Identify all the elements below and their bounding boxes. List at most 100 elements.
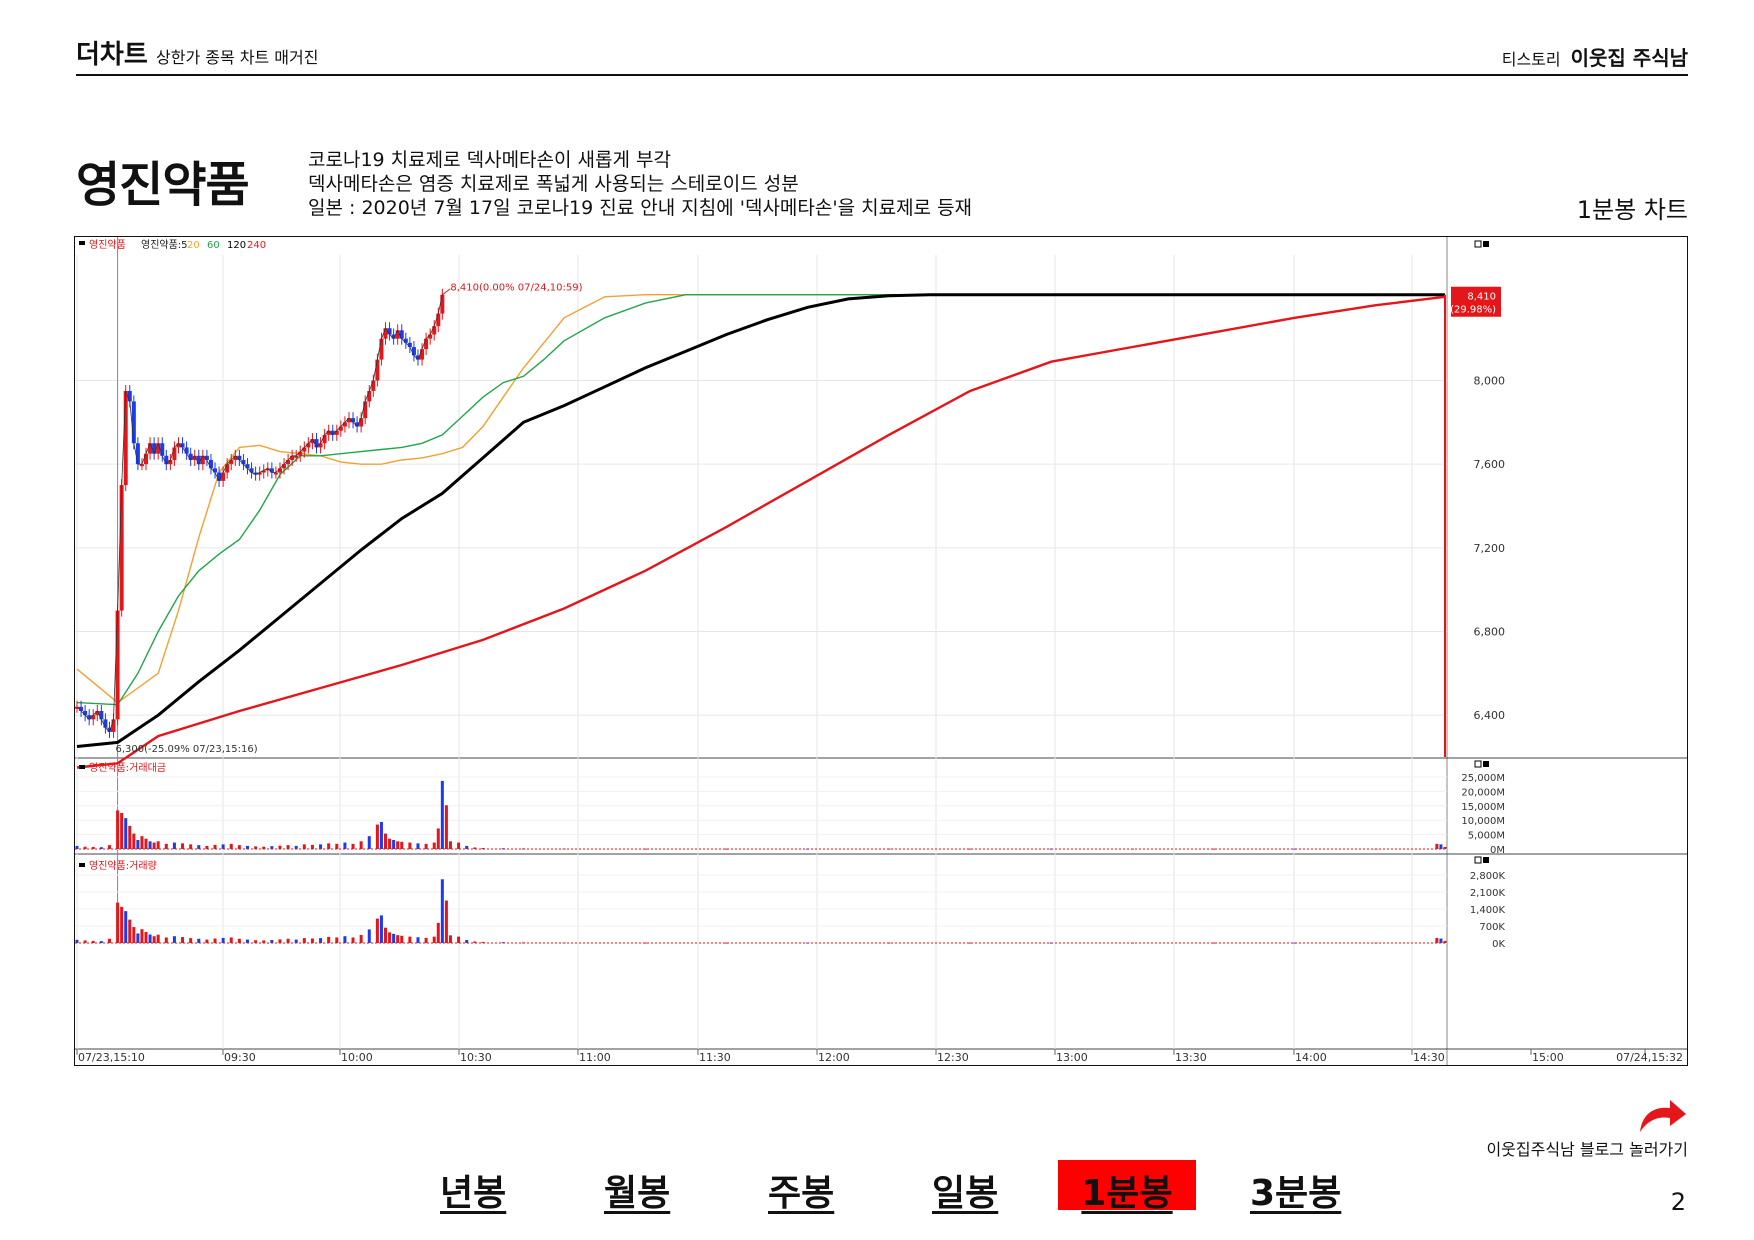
legend-handle-icon bbox=[79, 765, 85, 769]
header-divider bbox=[76, 74, 1688, 76]
volume-bar bbox=[375, 918, 379, 943]
curved-arrow-icon[interactable] bbox=[1636, 1096, 1688, 1136]
x-tick-label: 11:00 bbox=[579, 1051, 611, 1064]
volume-bar bbox=[1212, 942, 1216, 944]
candle bbox=[192, 455, 197, 460]
candle bbox=[273, 472, 278, 475]
volume-bar bbox=[136, 933, 140, 943]
volume-bar bbox=[164, 937, 168, 943]
candle bbox=[399, 330, 404, 339]
nav-day[interactable]: 일봉 bbox=[932, 1173, 999, 1214]
volume-bar bbox=[128, 919, 132, 943]
volume-bar bbox=[75, 845, 79, 849]
legend-ma-label: 영진약품:5 bbox=[141, 239, 188, 251]
volume-bar bbox=[968, 942, 972, 944]
volume-bar bbox=[152, 842, 156, 849]
candle bbox=[204, 455, 209, 460]
legend-handle-icon bbox=[79, 863, 85, 867]
y-tick-label: 1,400K bbox=[1470, 905, 1506, 916]
volume-bar bbox=[270, 846, 274, 849]
ma-line-20 bbox=[76, 294, 1445, 704]
header-author: 티스토리 이웃집 주식남 bbox=[1502, 42, 1688, 71]
volume-bar bbox=[1293, 848, 1297, 850]
volume-bar bbox=[643, 848, 647, 850]
candle bbox=[152, 443, 157, 454]
chart-type-label: 1분봉 차트 bbox=[1576, 196, 1688, 224]
volume-bar bbox=[310, 844, 314, 849]
nav-year[interactable]: 년봉 bbox=[440, 1173, 507, 1214]
y-tick-label: 0K bbox=[1492, 939, 1505, 950]
volume-bar bbox=[367, 836, 371, 849]
panel-close-icon bbox=[1483, 761, 1489, 767]
y-tick-label: 7,200 bbox=[1474, 542, 1506, 555]
volume-bar bbox=[144, 838, 148, 849]
candle bbox=[131, 401, 136, 444]
volume-bar bbox=[221, 937, 225, 943]
blog-link[interactable]: 이웃집주식남 블로그 놀러가기 bbox=[1486, 1140, 1688, 1159]
candle bbox=[302, 447, 307, 452]
volume-bar bbox=[245, 845, 249, 849]
volume-bar bbox=[140, 836, 144, 849]
volume-bar bbox=[294, 939, 298, 943]
candle bbox=[322, 434, 327, 444]
candle bbox=[363, 401, 368, 419]
volume-bar bbox=[1293, 942, 1297, 944]
volume-bar bbox=[335, 843, 339, 849]
volume-bar bbox=[181, 843, 185, 849]
volume-bar bbox=[107, 845, 111, 849]
candle bbox=[127, 390, 132, 402]
nav-month[interactable]: 월봉 bbox=[604, 1173, 671, 1214]
volume-bar bbox=[1439, 938, 1443, 943]
stock-description-line: 일본 : 2020년 7월 17일 코로나19 진료 안내 지침에 '덱사메타손… bbox=[308, 197, 973, 219]
candle bbox=[95, 710, 100, 716]
candle bbox=[310, 439, 315, 444]
candle bbox=[156, 443, 161, 454]
x-tick-label: 09:30 bbox=[224, 1051, 256, 1064]
candle bbox=[294, 455, 299, 458]
candle bbox=[424, 338, 429, 350]
volume-bar bbox=[99, 847, 103, 849]
candle bbox=[245, 464, 250, 469]
last-price-change: (29.98%) bbox=[1450, 305, 1496, 316]
candle bbox=[225, 464, 230, 473]
panel-minimize-icon bbox=[1474, 240, 1482, 248]
nav-1min-active[interactable]: 1분봉 bbox=[1058, 1160, 1196, 1214]
candle bbox=[119, 485, 124, 611]
legend-stock: 영진약품 bbox=[89, 239, 126, 251]
panel-legend: 영진약품:거래량 bbox=[89, 860, 157, 872]
legend-period: 60 bbox=[207, 240, 220, 251]
close-price-line bbox=[76, 294, 443, 733]
candle bbox=[91, 715, 96, 720]
candle bbox=[367, 390, 372, 402]
candle bbox=[237, 455, 242, 460]
volume-bar bbox=[384, 927, 388, 943]
panel-close-icon bbox=[1483, 857, 1489, 863]
x-tick-label: 10:00 bbox=[341, 1051, 373, 1064]
volume-bar bbox=[197, 845, 201, 849]
volume-bar bbox=[189, 938, 193, 943]
y-tick-label: 7,600 bbox=[1474, 458, 1506, 471]
panel-minimize-icon bbox=[1474, 856, 1482, 864]
nav-3min[interactable]: 3분봉 bbox=[1250, 1173, 1342, 1214]
candle bbox=[286, 459, 291, 465]
volume-bar bbox=[968, 848, 972, 850]
candle bbox=[249, 468, 254, 473]
volume-bar bbox=[319, 844, 323, 849]
volume-bar bbox=[400, 935, 404, 943]
candle bbox=[144, 453, 149, 465]
volume-bar bbox=[205, 845, 209, 849]
volume-bar bbox=[416, 937, 420, 943]
y-tick-label: 2,100K bbox=[1470, 888, 1506, 899]
nav-week[interactable]: 주봉 bbox=[768, 1173, 835, 1214]
candle bbox=[387, 328, 392, 335]
x-tick-label: 11:30 bbox=[699, 1051, 731, 1064]
volume-bar bbox=[1439, 844, 1443, 849]
volume-bar bbox=[436, 828, 440, 849]
volume-bar bbox=[128, 825, 132, 849]
volume-bar bbox=[448, 935, 452, 943]
volume-bar bbox=[396, 841, 400, 849]
volume-bar bbox=[1443, 846, 1447, 849]
candle bbox=[200, 455, 205, 465]
candle bbox=[351, 418, 356, 423]
candle bbox=[184, 447, 189, 454]
